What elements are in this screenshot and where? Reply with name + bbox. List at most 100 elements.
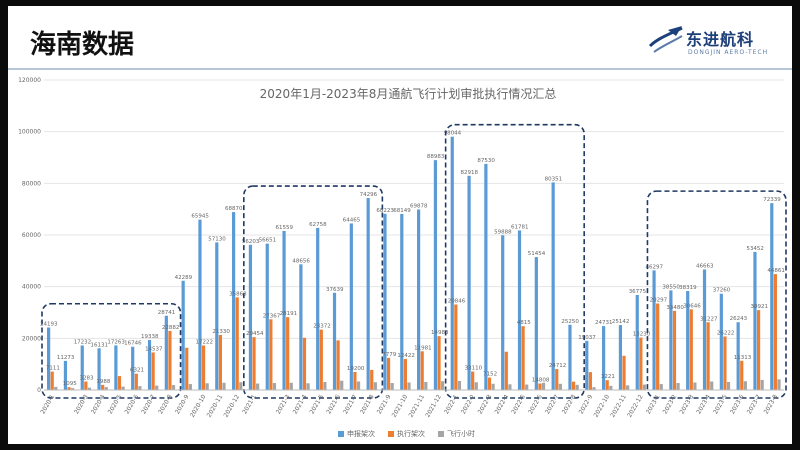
x-tick-label: 2023-5 bbox=[712, 393, 729, 415]
y-tick-label: 20000 bbox=[22, 335, 41, 342]
y-tick-label: 60000 bbox=[22, 232, 41, 239]
highlight-box bbox=[646, 190, 787, 399]
data-label-applied: 80351 bbox=[545, 176, 563, 182]
bar-applied bbox=[517, 230, 522, 390]
bar-executed bbox=[689, 309, 693, 390]
bar-executed bbox=[504, 351, 508, 390]
data-label-applied: 61781 bbox=[511, 224, 529, 230]
x-tick-label: 2021-3 bbox=[275, 393, 292, 415]
bar-applied bbox=[114, 345, 118, 390]
data-label-executed: 3221 bbox=[601, 374, 615, 380]
bar-hours bbox=[424, 381, 428, 390]
bar-executed bbox=[605, 380, 609, 390]
y-tick-label: 40000 bbox=[22, 284, 41, 291]
x-tick-label: 2022-8 bbox=[561, 393, 578, 415]
bar-executed bbox=[740, 360, 744, 390]
bar-executed bbox=[151, 352, 155, 390]
bar-executed bbox=[168, 330, 172, 390]
data-label-executed: 20297 bbox=[650, 298, 668, 304]
bar-applied bbox=[484, 163, 488, 390]
bar-executed bbox=[218, 334, 222, 390]
data-label-executed: 7779 bbox=[382, 352, 396, 358]
bar-applied bbox=[719, 293, 723, 390]
bar-executed bbox=[471, 371, 475, 390]
y-axis: 0 20000 40000 60000 80000 100000 120000 bbox=[18, 77, 41, 394]
x-tick-label: 2021-5 bbox=[309, 393, 326, 415]
bar-executed bbox=[420, 351, 424, 390]
data-label-applied: 38550 bbox=[662, 284, 680, 290]
data-label-executed: 11313 bbox=[734, 355, 752, 361]
bar-hours bbox=[171, 385, 176, 390]
data-label-executed: 1988 bbox=[96, 379, 110, 385]
x-tick-label: 2020-7 bbox=[140, 393, 157, 415]
legend: 申报架次 执行架次 飞行小时 bbox=[338, 429, 475, 438]
bars bbox=[47, 136, 781, 390]
data-label-applied: 87530 bbox=[477, 158, 495, 164]
x-tick-label: 2022-6 bbox=[527, 393, 544, 415]
x-tick-label: 2021-4 bbox=[292, 393, 309, 415]
bar-hours bbox=[592, 387, 596, 390]
data-label-executed: 11981 bbox=[414, 345, 432, 351]
bar-hours bbox=[457, 380, 462, 390]
data-label-applied: 37260 bbox=[713, 288, 731, 294]
bar-executed bbox=[269, 319, 273, 390]
bar-executed bbox=[538, 383, 542, 390]
x-tick-label: 2022-4 bbox=[494, 393, 511, 415]
x-tick-label: 2021-12 bbox=[424, 393, 443, 418]
data-label-applied: 24731 bbox=[595, 320, 613, 326]
data-label-executed: 7152 bbox=[483, 372, 497, 378]
data-label-executed: 22882 bbox=[162, 325, 180, 331]
data-label-executed: 19200 bbox=[347, 366, 365, 372]
x-tick-label: 2021-1 bbox=[241, 393, 258, 415]
bar-applied bbox=[265, 243, 269, 390]
data-label-executed: 27367 bbox=[263, 313, 281, 319]
bar-executed bbox=[353, 371, 357, 390]
bar-executed bbox=[403, 359, 407, 390]
data-label-applied: 64465 bbox=[343, 217, 361, 223]
bar-executed bbox=[50, 371, 54, 390]
data-label-executed: 21330 bbox=[212, 329, 230, 335]
company-logo: 东进航科 DONGJIN AERO-TECH bbox=[648, 24, 788, 64]
legend-swatch bbox=[388, 431, 394, 437]
data-label-executed: 33480 bbox=[666, 305, 684, 311]
bar-applied bbox=[400, 213, 404, 390]
data-label-applied: 59888 bbox=[494, 229, 512, 235]
bar-executed bbox=[706, 322, 710, 390]
bar-hours bbox=[541, 382, 546, 390]
y-tick-label: 80000 bbox=[22, 180, 41, 187]
data-label-applied: 19338 bbox=[141, 334, 159, 340]
highlight-box bbox=[444, 123, 585, 399]
bar-executed bbox=[302, 337, 307, 390]
bar-hours bbox=[642, 384, 647, 390]
data-label-applied: 68149 bbox=[393, 208, 411, 214]
bar-executed bbox=[134, 373, 138, 390]
data-label-executed: 30646 bbox=[683, 303, 701, 309]
bar-hours bbox=[87, 387, 92, 390]
bar-executed bbox=[639, 337, 643, 390]
legend-label: 执行架次 bbox=[397, 429, 425, 438]
x-tick-label: 2023-2 bbox=[662, 393, 679, 415]
chart-title: 2020年1月-2023年8月通航飞行计划审批执行情况汇总 bbox=[260, 86, 557, 101]
bar-executed bbox=[117, 376, 122, 390]
legend-label: 飞行小时 bbox=[447, 429, 475, 438]
bar-applied bbox=[568, 324, 572, 390]
bar-applied bbox=[316, 227, 320, 390]
x-tick-label: 2023-1 bbox=[645, 393, 662, 415]
bar-executed bbox=[319, 329, 323, 390]
x-tick-label: 2022-1 bbox=[443, 393, 460, 415]
data-label-applied: 98044 bbox=[444, 131, 462, 137]
bar-applied bbox=[232, 212, 236, 390]
bar-hours bbox=[508, 384, 512, 390]
bar-hours bbox=[390, 383, 394, 390]
bar-applied bbox=[417, 209, 421, 390]
bar-hours bbox=[693, 382, 697, 390]
bar-executed bbox=[84, 381, 88, 390]
data-label-applied: 62758 bbox=[309, 222, 327, 228]
bar-hours bbox=[777, 379, 781, 390]
data-label-executed: 14808 bbox=[532, 377, 550, 383]
bar-executed bbox=[201, 345, 206, 390]
data-label-executed: 20846 bbox=[448, 298, 466, 304]
bar-applied bbox=[702, 269, 707, 390]
data-label-executed: 30921 bbox=[751, 304, 769, 310]
bar-applied bbox=[299, 264, 303, 390]
